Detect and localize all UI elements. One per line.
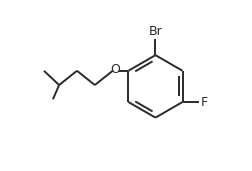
Text: Br: Br — [149, 25, 162, 38]
Text: O: O — [110, 63, 120, 76]
Text: F: F — [201, 96, 208, 109]
